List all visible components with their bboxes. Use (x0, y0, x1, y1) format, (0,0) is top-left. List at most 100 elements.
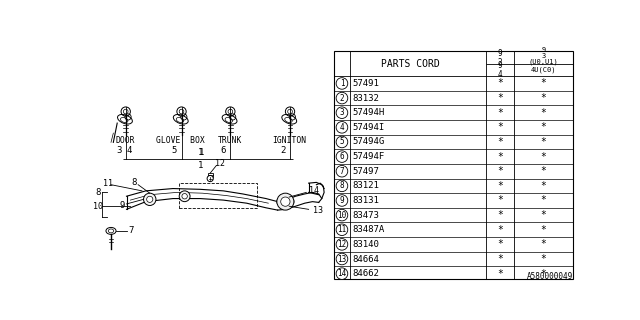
Circle shape (336, 195, 348, 206)
Text: DOOR: DOOR (115, 136, 134, 145)
Text: 8: 8 (132, 178, 137, 187)
Text: 83473: 83473 (353, 211, 380, 220)
Text: *: * (497, 268, 503, 279)
Text: 1: 1 (199, 148, 204, 157)
Text: *: * (541, 78, 547, 88)
Text: 83140: 83140 (353, 240, 380, 249)
Bar (179, 183, 257, 208)
Text: 57491: 57491 (353, 79, 380, 88)
Circle shape (277, 193, 294, 210)
Text: *: * (497, 166, 503, 176)
Text: 8: 8 (95, 188, 100, 197)
Text: *: * (497, 137, 503, 147)
Text: 13: 13 (337, 254, 347, 263)
Circle shape (336, 239, 348, 250)
Text: 2: 2 (340, 93, 344, 103)
Text: 84662: 84662 (353, 269, 380, 278)
Text: 57497: 57497 (353, 167, 380, 176)
Text: 4: 4 (127, 147, 132, 156)
Text: *: * (541, 137, 547, 147)
Text: *: * (497, 152, 503, 162)
Text: TRUNK: TRUNK (218, 136, 242, 145)
Text: 9: 9 (120, 201, 125, 210)
Circle shape (179, 191, 190, 202)
Circle shape (182, 194, 188, 199)
Text: 10: 10 (337, 211, 347, 220)
Text: 10: 10 (93, 202, 103, 211)
Circle shape (336, 180, 348, 192)
Text: 57494G: 57494G (353, 138, 385, 147)
Text: 14: 14 (309, 186, 319, 195)
Circle shape (281, 197, 290, 206)
Text: 57494H: 57494H (353, 108, 385, 117)
Text: *: * (497, 239, 503, 249)
Text: *: * (541, 210, 547, 220)
Text: 83131: 83131 (353, 196, 380, 205)
Circle shape (143, 193, 156, 205)
Circle shape (336, 165, 348, 177)
Text: 83132: 83132 (353, 93, 380, 103)
Text: 1: 1 (197, 161, 203, 170)
Circle shape (336, 78, 348, 89)
Text: 5: 5 (340, 138, 344, 147)
Text: *: * (541, 152, 547, 162)
Text: 14: 14 (337, 269, 347, 278)
Text: *: * (497, 210, 503, 220)
Circle shape (147, 196, 153, 203)
Text: 7: 7 (129, 227, 134, 236)
Text: 84664: 84664 (353, 254, 380, 263)
Text: 57494F: 57494F (353, 152, 385, 161)
Text: *: * (497, 108, 503, 118)
Text: *: * (497, 93, 503, 103)
Text: *: * (497, 254, 503, 264)
Text: 5: 5 (172, 147, 177, 156)
Circle shape (336, 224, 348, 236)
Text: 3: 3 (340, 108, 344, 117)
Text: *: * (497, 196, 503, 205)
Circle shape (336, 107, 348, 118)
Text: *: * (541, 108, 547, 118)
Circle shape (336, 209, 348, 221)
Text: 13: 13 (312, 206, 323, 215)
Text: *: * (541, 225, 547, 235)
Text: 4U(C0): 4U(C0) (531, 67, 556, 73)
Text: *: * (497, 225, 503, 235)
Text: *: * (541, 181, 547, 191)
Circle shape (336, 253, 348, 265)
Text: GLOVE  BOX: GLOVE BOX (156, 136, 205, 145)
Text: 1: 1 (340, 79, 344, 88)
Text: *: * (541, 196, 547, 205)
Circle shape (336, 92, 348, 104)
Text: 8: 8 (340, 181, 344, 190)
Text: *: * (497, 122, 503, 132)
Text: *: * (541, 268, 547, 279)
Text: 9
4: 9 4 (498, 61, 502, 79)
Circle shape (336, 268, 348, 279)
Text: *: * (541, 239, 547, 249)
Text: 6: 6 (221, 147, 226, 156)
Circle shape (336, 122, 348, 133)
Text: 11: 11 (103, 179, 113, 188)
Text: IGNITON: IGNITON (272, 136, 307, 145)
Text: 83121: 83121 (353, 181, 380, 190)
Text: 9
2: 9 2 (498, 49, 502, 67)
Text: *: * (541, 166, 547, 176)
Text: *: * (541, 122, 547, 132)
Text: 3: 3 (116, 147, 122, 156)
Text: *: * (497, 181, 503, 191)
Text: *: * (541, 93, 547, 103)
Text: 9: 9 (340, 196, 344, 205)
Text: 83487A: 83487A (353, 225, 385, 234)
Circle shape (207, 175, 213, 182)
Text: 6: 6 (340, 152, 344, 161)
Text: 11: 11 (337, 225, 347, 234)
Text: *: * (497, 78, 503, 88)
Text: 1: 1 (197, 148, 203, 157)
Text: *: * (541, 254, 547, 264)
Bar (208, 173, 212, 177)
Circle shape (336, 151, 348, 162)
Text: 2: 2 (280, 147, 285, 156)
Text: PARTS CORD: PARTS CORD (381, 59, 440, 69)
Text: 12: 12 (214, 159, 225, 168)
Text: 9
3
(U0,U1): 9 3 (U0,U1) (529, 47, 558, 65)
